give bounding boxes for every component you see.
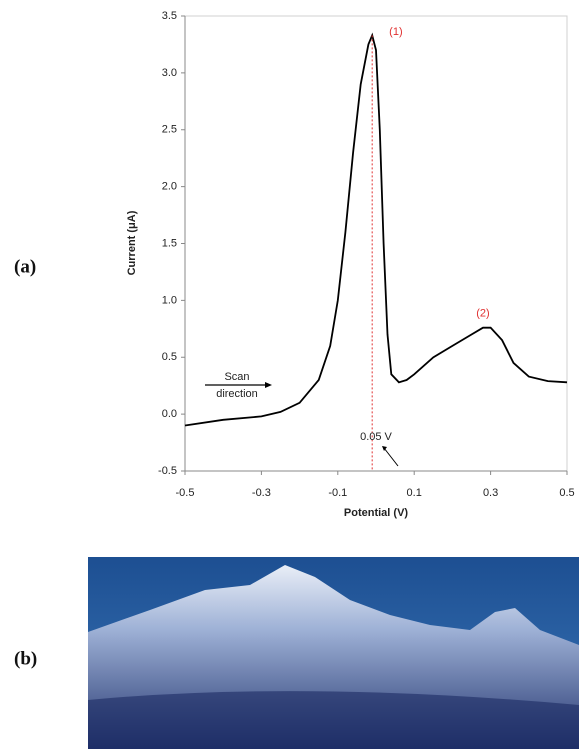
y-tick-label: 2.0	[162, 181, 177, 193]
line	[184, 32, 568, 427]
y-tick-label: -0.5	[158, 465, 177, 477]
annotation: (2)	[476, 308, 489, 320]
x-tick-label: -0.5	[176, 487, 195, 499]
y-tick-label: 0.5	[162, 351, 177, 363]
y-tick-label: 1.0	[162, 294, 177, 306]
annotation: (1)	[389, 26, 402, 38]
panel-label: (a)	[14, 256, 36, 277]
arrow-head	[265, 382, 272, 388]
annotation: 0.05 V	[360, 431, 392, 443]
y-tick-label: 3.5	[162, 10, 177, 22]
arrow-head	[382, 446, 387, 451]
annotation: direction	[216, 388, 258, 400]
y-tick-label: 1.5	[162, 237, 177, 249]
plot-frame	[184, 15, 568, 472]
x-axis-title: Potential (V)	[344, 507, 409, 519]
photo	[88, 557, 579, 749]
arrow	[383, 447, 399, 467]
panel-label: (b)	[14, 648, 37, 669]
y-tick-label: 0.0	[162, 408, 177, 420]
x-tick-label: 0.5	[559, 487, 574, 499]
x-tick-label: -0.1	[328, 487, 347, 499]
x-tick-label: -0.3	[252, 487, 271, 499]
y-axis-title: Current (μA)	[126, 210, 138, 275]
annotation: Scan	[224, 371, 249, 383]
y-tick-label: 3.0	[162, 67, 177, 79]
chart: Current (μA) Potential (V) -0.5 0.0 0.5 1.0…	[126, 10, 575, 519]
y-tick-label: 2.5	[162, 124, 177, 136]
x-tick-label: 0.3	[483, 487, 498, 499]
x-tick-label: 0.1	[407, 487, 422, 499]
